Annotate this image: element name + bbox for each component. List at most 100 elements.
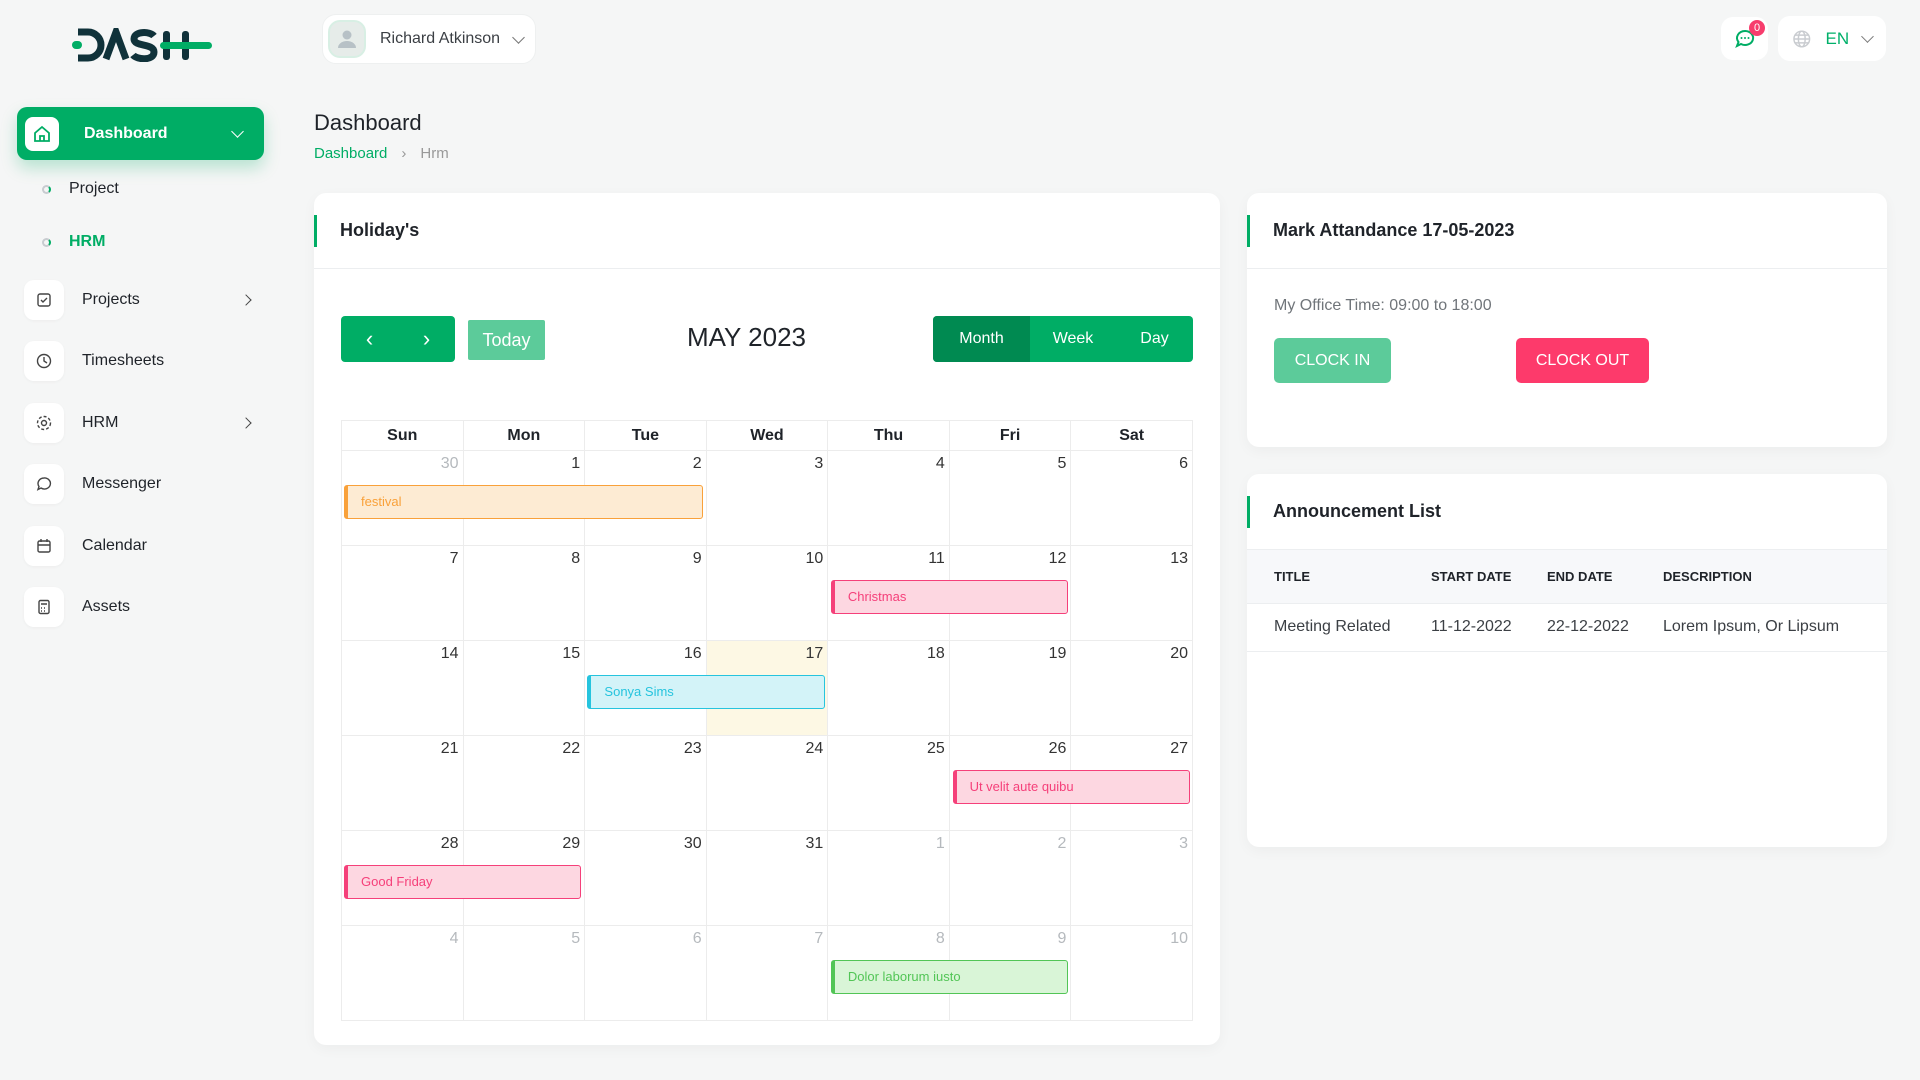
calendar-event[interactable]: Good Friday: [344, 865, 582, 899]
bullet-icon: [42, 184, 51, 194]
day-cell[interactable]: 3: [1070, 830, 1193, 926]
day-number: 26: [1048, 740, 1067, 757]
sidebar-item-assets[interactable]: Assets: [24, 587, 264, 627]
day-cell[interactable]: 25: [827, 735, 950, 831]
card-title: Mark Attandance 17-05-2023: [1247, 193, 1887, 269]
card-title: Holiday's: [314, 193, 1220, 269]
day-cell[interactable]: 20: [1070, 640, 1193, 736]
card-title-text: Mark Attandance 17-05-2023: [1273, 220, 1515, 240]
day-number: 20: [1170, 645, 1188, 662]
day-cell[interactable]: 19: [948, 640, 1072, 736]
weekday-header: Sat: [1070, 420, 1193, 451]
messages-button[interactable]: 0: [1721, 17, 1768, 60]
clock-out-button[interactable]: CLOCK OUT: [1516, 338, 1649, 383]
day-number: 12: [1048, 550, 1067, 567]
sidebar-item-dashboard[interactable]: Dashboard: [17, 107, 264, 160]
column-header: END DATE: [1520, 550, 1636, 604]
day-number: 7: [449, 550, 459, 567]
day-number: 22: [562, 740, 581, 757]
table-row[interactable]: Meeting Related 11-12-2022 22-12-2022 Lorem…: [1247, 603, 1887, 652]
day-cell[interactable]: 7: [341, 545, 464, 641]
sidebar-item-calendar[interactable]: Calendar: [24, 526, 264, 566]
calendar-event[interactable]: Dolor laborum iusto: [830, 960, 1069, 994]
sidebar-subitem-hrm[interactable]: HRM: [42, 233, 105, 251]
language-selector[interactable]: EN: [1778, 16, 1886, 61]
sidebar-item-hrm[interactable]: HRM: [24, 403, 264, 443]
day-cell[interactable]: 22: [462, 735, 586, 831]
prev-month-button[interactable]: ‹: [341, 316, 398, 362]
column-header: DESCRIPTION: [1636, 550, 1887, 604]
card-title-text: Holiday's: [340, 220, 420, 240]
day-cell[interactable]: 6: [584, 925, 707, 1021]
office-time: My Office Time: 09:00 to 18:00: [1274, 297, 1492, 314]
day-cell[interactable]: 9: [584, 545, 707, 641]
day-cell[interactable]: 4: [827, 450, 950, 546]
day-cell[interactable]: 6: [1070, 450, 1193, 546]
day-cell[interactable]: 30: [584, 830, 707, 926]
day-cell[interactable]: 15: [462, 640, 586, 736]
sidebar-item-projects[interactable]: Projects: [24, 280, 264, 320]
calendar-icon: [24, 526, 64, 566]
today-button[interactable]: Today: [468, 320, 545, 360]
day-number: 30: [683, 835, 702, 852]
chevron-down-icon: [512, 30, 525, 44]
next-month-button[interactable]: ›: [398, 316, 455, 362]
weekday-header: Tue: [584, 420, 707, 451]
clock-in-button[interactable]: CLOCK IN: [1274, 338, 1391, 383]
weekday-header: Fri: [948, 420, 1072, 451]
day-number: 23: [683, 740, 702, 757]
calendar-event[interactable]: Christmas: [830, 580, 1069, 614]
day-cell[interactable]: 14: [341, 640, 464, 736]
home-icon: [25, 116, 59, 151]
day-number: 4: [935, 455, 945, 472]
day-cell[interactable]: 7: [705, 925, 829, 1021]
view-day-button[interactable]: Day: [1116, 316, 1193, 362]
user-menu[interactable]: Richard Atkinson: [322, 14, 536, 64]
day-number: 29: [562, 835, 581, 852]
language-label: EN: [1825, 28, 1850, 48]
sidebar-item-messenger[interactable]: Messenger: [24, 464, 264, 504]
user-name: Richard Atkinson: [380, 30, 501, 47]
day-number: 18: [927, 645, 945, 662]
view-month-button[interactable]: Month: [933, 316, 1030, 362]
day-cell[interactable]: 10: [705, 545, 829, 641]
day-cell[interactable]: 10: [1070, 925, 1193, 1021]
day-cell[interactable]: 5: [948, 450, 1072, 546]
chevron-right-icon: ›: [401, 145, 407, 162]
cell-description: Lorem Ipsum, Or Lipsum: [1636, 603, 1887, 652]
day-number: 10: [805, 550, 824, 567]
sidebar-item-timesheets[interactable]: Timesheets: [24, 341, 264, 381]
day-cell[interactable]: 1: [827, 830, 950, 926]
day-cell[interactable]: 2: [948, 830, 1072, 926]
day-cell[interactable]: 18: [827, 640, 950, 736]
calendar-event[interactable]: Sonya Sims: [587, 675, 825, 709]
column-header: START DATE: [1404, 550, 1520, 604]
day-cell[interactable]: 3: [705, 450, 829, 546]
day-number: 16: [683, 645, 702, 662]
day-cell[interactable]: 31: [705, 830, 829, 926]
day-cell[interactable]: 24: [705, 735, 829, 831]
clock-icon: [24, 341, 64, 381]
day-number: 13: [1170, 550, 1188, 567]
day-number: 25: [927, 740, 945, 757]
day-cell[interactable]: 4: [341, 925, 464, 1021]
page-title: Dashboard: [314, 110, 422, 135]
day-cell[interactable]: 5: [462, 925, 586, 1021]
day-number: 9: [692, 550, 702, 567]
day-cell[interactable]: 23: [584, 735, 707, 831]
sidebar-subitem-label: Project: [69, 180, 119, 197]
chevron-down-icon: [1861, 30, 1874, 43]
day-number: 5: [571, 930, 581, 947]
day-cell[interactable]: 8: [462, 545, 586, 641]
cell-end-date: 22-12-2022: [1520, 603, 1636, 652]
calendar-event[interactable]: festival: [344, 485, 704, 519]
calendar-event[interactable]: Ut velit aute quibu: [952, 770, 1190, 804]
day-cell[interactable]: 13: [1070, 545, 1193, 641]
view-week-button[interactable]: Week: [1030, 316, 1116, 362]
sidebar-item-label: Projects: [82, 291, 140, 308]
day-number: 3: [1179, 835, 1188, 852]
calendar-nav: ‹ ›: [341, 316, 455, 362]
sidebar-subitem-project[interactable]: Project: [42, 180, 119, 198]
breadcrumb-link[interactable]: Dashboard: [314, 145, 388, 162]
day-cell[interactable]: 21: [341, 735, 464, 831]
